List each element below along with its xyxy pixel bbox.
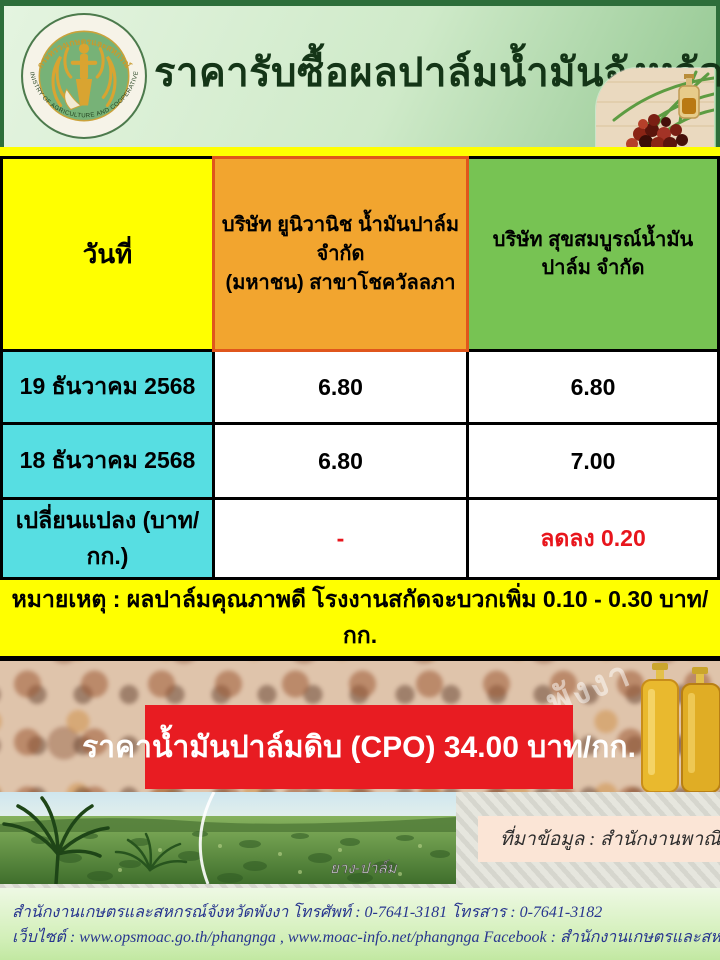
bottom-strip: ยาง-ปาล์ม ที่มาข้อมูล : สำนักงานพาณิชย์จ… [0,792,720,888]
row1-date: 19 ธันวาคม 2568 [3,352,212,422]
row2-suksomboon-price: 7.00 [469,425,717,497]
row1-suksomboon-price: 6.80 [469,352,717,422]
source-banner: ที่มาข้อมูล : สำนักงานพาณิชย์จังหวัดพังง… [478,816,720,862]
seal-figure [70,43,98,106]
column-header-suksomboon: บริษัท สุขสมบูรณ์น้ำมันปาล์ม จำกัด [469,159,717,349]
row1-univanich-price: 6.80 [215,352,466,422]
price-table: วันที่ บริษัท ยูนิวานิช น้ำมันปาล์ม จำกั… [0,156,720,580]
row2-date: 18 ธันวาคม 2568 [3,425,212,497]
palm-fruit-photo [596,68,714,153]
column-header-date: วันที่ [3,159,212,349]
yellow-divider-strip [0,147,720,156]
row2-univanich-price: 6.80 [215,425,466,497]
ministry-seal-logo: กระทรวงเกษตรและสหกรณ์ MINISTRY OF AGRICU… [20,12,147,139]
palm-plantation-photo: ยาง-ปาล์ม [0,792,456,884]
row3-univanich-change: - [215,500,466,577]
photo-watermark: ยาง-ปาล์ม [330,859,398,877]
foreground-palm-tree [2,796,110,884]
palm-crowns-texture [31,831,450,883]
footer: สำนักงานเกษตรและสหกรณ์จังหวัดพังงา โทรศั… [0,888,720,960]
palm-fruit-oil-illustration [596,68,714,153]
oil-bottle [681,667,720,792]
footer-contact-line: สำนักงานเกษตรและสหกรณ์จังหวัดพังงา โทรศั… [12,904,603,921]
seal-naga [64,88,83,111]
note-banner: หมายเหตุ : ผลปาล์มคุณภาพดี โรงงานสกัดจะบ… [0,580,720,661]
seal-ornament [51,47,117,107]
row3-suksomboon-change: ลดลง 0.20 [469,500,717,577]
photo-frame-arc [198,792,216,884]
foreground-palm-tree [114,832,188,872]
header: กระทรวงเกษตรและสหกรณ์ MINISTRY OF AGRICU… [0,0,720,153]
oil-bottles-photo [641,663,720,792]
footer-website-line: เว็บไซต์ : www.opsmoac.go.th/phangnga , … [12,929,720,946]
column-header-univanich: บริษัท ยูนิวานิช น้ำมันปาล์ม จำกัด (มหาช… [215,159,466,349]
cpo-section: พังงา พังงา ราคาน้ำมันปาล์มดิบ (CPO) 34.… [0,661,720,792]
cpo-price-banner: ราคาน้ำมันปาล์มดิบ (CPO) 34.00 บาท/กก. [82,705,636,789]
oil-bottle [641,663,679,792]
oil-bottle-small [678,74,700,119]
row3-change-label: เปลี่ยนแปลง (บาท/กก.) [3,500,212,577]
